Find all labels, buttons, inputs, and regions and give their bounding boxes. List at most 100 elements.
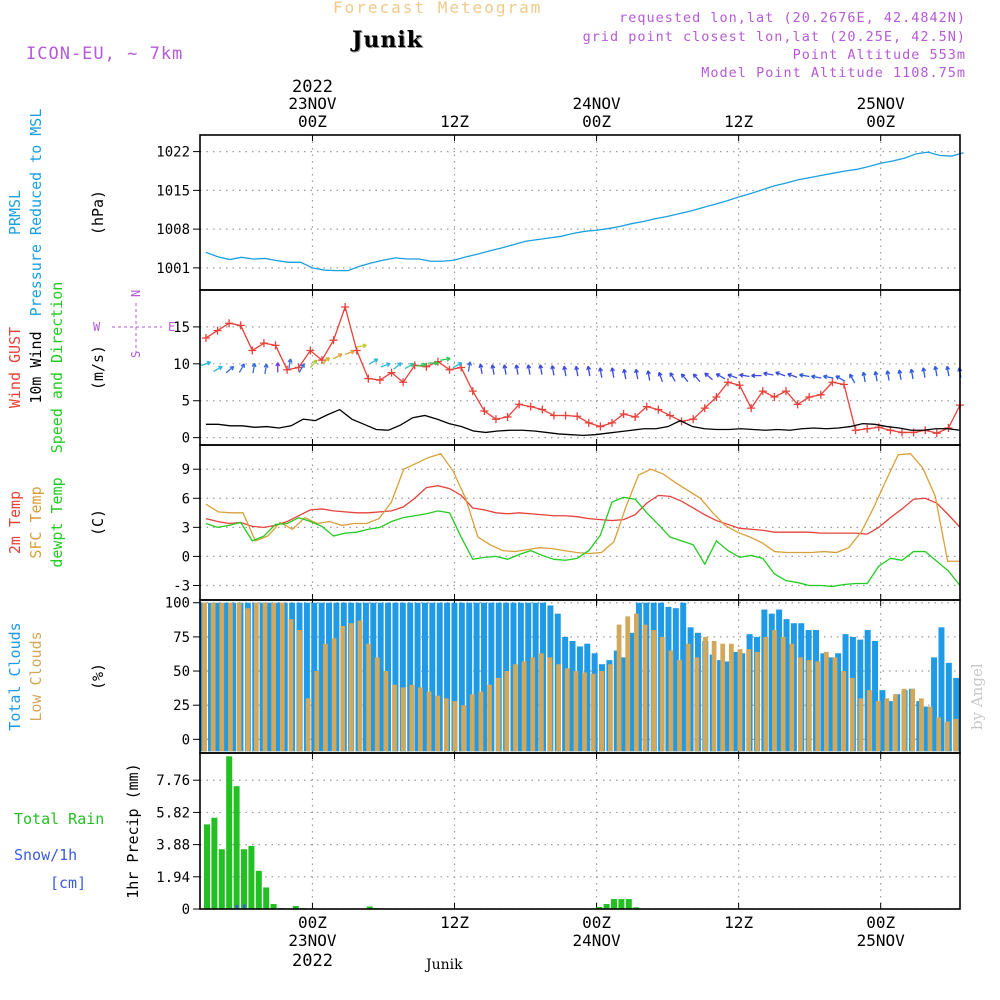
- wind-arrow: [933, 365, 939, 377]
- total-cloud-bar: [421, 602, 428, 752]
- total-cloud-bar: [569, 640, 576, 752]
- total-cloud-bar: [776, 609, 783, 752]
- ylabel-group-pressure: PRMSL Pressure Reduced to MSL (hPa): [6, 109, 107, 317]
- total-cloud-bar: [923, 706, 930, 752]
- gust-point: [317, 356, 326, 365]
- total-cloud-bar: [407, 602, 414, 752]
- gust-point: [526, 402, 535, 411]
- bottom-time-label: 00Z: [866, 913, 895, 932]
- y-tick-label: 10: [173, 357, 190, 373]
- total-cloud-bar: [436, 602, 443, 752]
- total-cloud-bar: [945, 662, 952, 752]
- total-cloud-bar: [827, 657, 834, 752]
- low-cloud-bar: [901, 688, 907, 752]
- gust-point: [700, 404, 709, 413]
- gust-point: [225, 319, 234, 328]
- ylabel-line: dewpt Temp: [48, 477, 66, 567]
- y-tick-label: 15: [173, 320, 190, 336]
- rain-bar: [270, 904, 277, 909]
- total-cloud-bar: [488, 602, 495, 752]
- wind-arrow: [200, 360, 212, 367]
- low-cloud-bar: [798, 657, 803, 752]
- low-cloud-bar: [538, 653, 544, 752]
- gust-point: [607, 418, 616, 427]
- low-cloud-bar: [927, 706, 933, 752]
- y-tick-label: 25: [173, 698, 190, 714]
- rain-bar: [618, 899, 625, 909]
- y-tick-label: 0: [182, 549, 190, 565]
- low-cloud-bar: [314, 671, 320, 752]
- gust-point: [863, 424, 872, 433]
- total-cloud-bar: [215, 602, 222, 752]
- snow-bar: [243, 904, 246, 909]
- total-cloud-bar: [466, 602, 473, 752]
- top-time-axis: 202223NOV00Z12Z24NOV00Z12Z25NOV00Z12Z: [288, 77, 905, 131]
- low-cloud-bar: [590, 673, 596, 752]
- gust-point: [468, 387, 477, 396]
- total-cloud-bar: [953, 677, 960, 752]
- total-cloud-bar: [473, 602, 480, 752]
- wind-arrow: [538, 364, 544, 375]
- gust-point: [596, 422, 605, 431]
- low-cloud-bar: [409, 684, 415, 752]
- rain-bar: [248, 845, 255, 909]
- low-cloud-bar: [435, 695, 441, 752]
- wind-arrow: [945, 365, 951, 377]
- snow-bar: [235, 904, 239, 909]
- wind-arrow: [885, 370, 891, 381]
- wind-arrow: [263, 363, 269, 375]
- meteogram-panels: 1001100810151022051015-30369025507510001…: [156, 134, 964, 918]
- wind-arrow: [586, 365, 592, 377]
- wind-arrow: [622, 368, 627, 380]
- y-tick-label: 3: [182, 520, 190, 536]
- ylabel-unit: (hPa): [89, 190, 107, 235]
- low-cloud-bar: [348, 623, 354, 752]
- low-cloud-bar: [746, 649, 751, 752]
- wind-arrow: [763, 371, 774, 377]
- gust-point: [851, 426, 860, 435]
- y-tick-label: 7.76: [156, 773, 190, 789]
- low-cloud-bar: [677, 660, 682, 752]
- series-line-sfc-temp: [205, 452, 960, 562]
- rain-bar: [233, 786, 240, 909]
- total-cloud-bar: [370, 602, 377, 752]
- gust-point: [642, 402, 651, 411]
- low-cloud-bar: [918, 698, 924, 752]
- low-cloud-bar: [711, 640, 717, 752]
- low-cloud-bar: [262, 602, 268, 752]
- top-year-label: 2022: [292, 77, 333, 97]
- ylabel-line: Pressure Reduced to MSL: [27, 109, 45, 317]
- compass-axes: [112, 303, 162, 353]
- ylabel-group-clouds: Total Clouds Low Clouds (%): [6, 622, 107, 730]
- wind-arrow: [811, 374, 822, 380]
- compass-e: E: [168, 320, 175, 334]
- gust-point: [341, 302, 350, 311]
- low-cloud-bar: [279, 602, 285, 752]
- panel-clouds: 0 25 50 75 100: [165, 596, 961, 754]
- low-cloud-bar: [547, 657, 553, 752]
- low-cloud-bar: [841, 671, 846, 752]
- gust-point: [631, 412, 640, 421]
- gust-point: [747, 404, 756, 413]
- y-tick-label: 0: [182, 902, 190, 918]
- total-cloud-bar: [665, 606, 672, 752]
- bottom-date-label: 25NOV: [857, 931, 906, 950]
- rain-bar: [633, 907, 640, 909]
- gust-point: [213, 326, 222, 335]
- low-cloud-bar: [754, 651, 760, 752]
- low-cloud-bar: [936, 717, 941, 752]
- wind-arrow: [251, 362, 257, 374]
- ylabel-line: PRMSL: [6, 190, 24, 235]
- ylabel-line: Snow/1h: [14, 846, 77, 864]
- wind-arrow: [440, 356, 451, 362]
- y-tick-label: 9: [182, 462, 190, 478]
- low-cloud-bar: [305, 698, 311, 752]
- low-cloud-bar: [625, 616, 631, 752]
- wind-arrows: [200, 343, 963, 384]
- gust-point: [259, 339, 268, 348]
- total-cloud-bar: [517, 602, 524, 752]
- total-cloud-bar: [672, 608, 679, 752]
- low-cloud-bar: [564, 668, 570, 752]
- gridpoint-coords: grid point closest lon,lat (20.25E, 42.5…: [582, 29, 966, 45]
- gust-point: [723, 378, 732, 387]
